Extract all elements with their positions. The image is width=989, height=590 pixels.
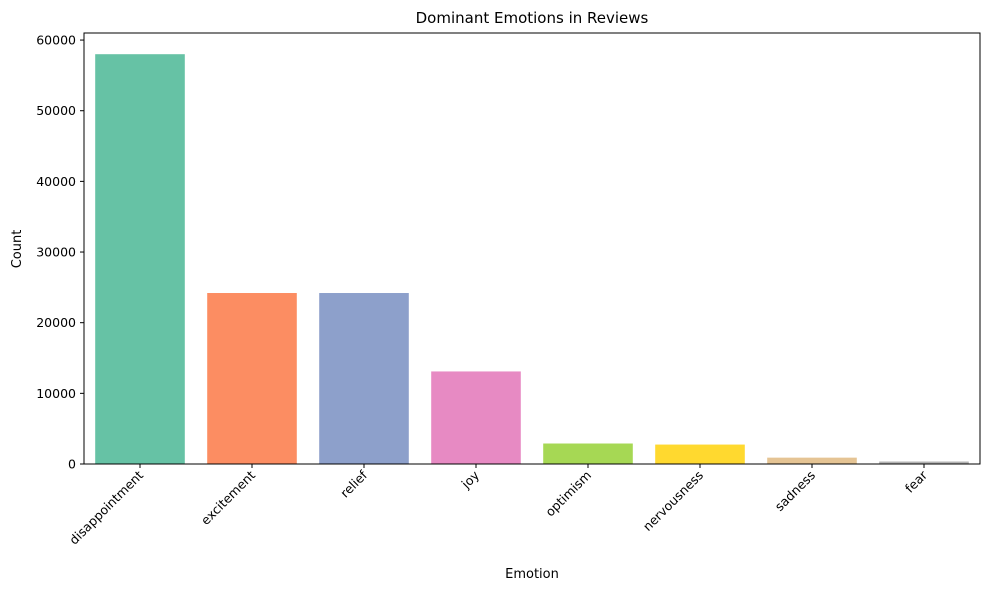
- y-ticks-group: 0 10000 20000 30000 40000 50000 60000: [36, 33, 84, 472]
- x-tick-label: relief: [337, 467, 370, 500]
- bar-relief: [319, 293, 409, 464]
- y-tick-label: 60000: [36, 33, 76, 48]
- x-tick-label: sadness: [772, 468, 818, 514]
- x-tick-label: optimism: [542, 468, 594, 520]
- y-tick-label: 50000: [36, 103, 76, 118]
- y-tick-label: 30000: [36, 245, 76, 260]
- x-tick-label: disappointment: [66, 467, 146, 547]
- x-ticks-group: disappointment excitement relief joy optimis…: [66, 464, 931, 547]
- bar-joy: [431, 371, 521, 464]
- y-tick-label: 10000: [36, 386, 76, 401]
- chart-title: Dominant Emotions in Reviews: [416, 9, 649, 27]
- plot-frame: [83, 32, 981, 465]
- bar-disappointment: [95, 54, 185, 465]
- y-tick-label: 20000: [36, 315, 76, 330]
- x-tick-label: nervousness: [640, 468, 706, 534]
- y-tick-label: 40000: [36, 174, 76, 189]
- y-tick-label: 0: [68, 457, 76, 472]
- x-axis-title: Emotion: [505, 567, 559, 582]
- bar-optimism: [543, 443, 633, 464]
- x-tick-label: joy: [458, 467, 483, 492]
- bar-nervousness: [655, 444, 745, 464]
- bar-fear: [879, 461, 969, 464]
- y-axis-title: Count: [10, 230, 25, 269]
- x-tick-label: fear: [902, 467, 931, 496]
- bar-excitement: [207, 293, 297, 464]
- bar-sadness: [767, 457, 857, 464]
- bars-group: [95, 54, 969, 465]
- x-tick-label: excitement: [198, 467, 258, 527]
